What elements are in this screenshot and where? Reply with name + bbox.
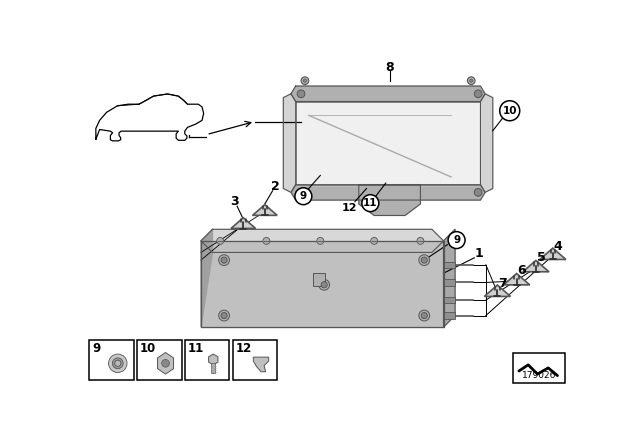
Circle shape (113, 358, 123, 369)
Polygon shape (201, 241, 444, 327)
Text: 1: 1 (474, 247, 483, 260)
Circle shape (467, 77, 475, 85)
Circle shape (317, 237, 324, 244)
Text: 2: 2 (271, 180, 280, 193)
Circle shape (162, 359, 170, 367)
Circle shape (221, 257, 227, 263)
Text: 10: 10 (140, 342, 156, 355)
Circle shape (421, 257, 428, 263)
Bar (185, 340, 230, 380)
Circle shape (219, 255, 230, 266)
Text: 5: 5 (537, 251, 546, 264)
Circle shape (421, 313, 428, 319)
Circle shape (474, 189, 482, 196)
Circle shape (295, 188, 312, 205)
Circle shape (109, 354, 127, 373)
Polygon shape (157, 353, 173, 374)
Circle shape (500, 101, 520, 121)
Circle shape (297, 189, 305, 196)
Text: 9: 9 (453, 235, 460, 245)
Circle shape (301, 77, 308, 85)
Circle shape (417, 237, 424, 244)
Bar (90, 340, 134, 380)
Circle shape (371, 237, 378, 244)
Text: 11: 11 (363, 198, 378, 208)
Circle shape (297, 90, 305, 98)
Polygon shape (231, 218, 255, 228)
Circle shape (115, 360, 121, 366)
Polygon shape (484, 285, 511, 297)
Bar (444, 280, 455, 285)
Polygon shape (504, 274, 530, 285)
Circle shape (219, 310, 230, 321)
Polygon shape (201, 229, 212, 327)
Circle shape (321, 282, 327, 288)
Circle shape (419, 310, 429, 321)
Bar (513, 353, 565, 383)
Text: 8: 8 (385, 61, 394, 74)
Circle shape (419, 255, 429, 266)
Circle shape (319, 280, 330, 290)
Polygon shape (359, 185, 420, 215)
Circle shape (448, 232, 465, 249)
Bar (211, 362, 215, 373)
Polygon shape (291, 185, 485, 200)
Text: 3: 3 (230, 195, 238, 208)
Polygon shape (540, 248, 566, 259)
Circle shape (470, 79, 473, 82)
Bar (444, 262, 455, 268)
Bar (444, 313, 455, 319)
Circle shape (221, 313, 227, 319)
Polygon shape (253, 205, 277, 215)
Text: 10: 10 (502, 106, 517, 116)
Circle shape (263, 237, 270, 244)
Polygon shape (296, 102, 481, 185)
Polygon shape (284, 94, 296, 192)
Text: 4: 4 (553, 240, 562, 253)
Polygon shape (201, 229, 444, 252)
Text: 12: 12 (236, 342, 252, 355)
Bar (232, 340, 277, 380)
Bar (312, 273, 325, 285)
Text: 11: 11 (188, 342, 204, 355)
Circle shape (474, 90, 482, 98)
Circle shape (362, 195, 379, 211)
Polygon shape (253, 357, 269, 372)
Polygon shape (291, 86, 485, 102)
Text: 6: 6 (518, 264, 526, 277)
Text: 9: 9 (300, 191, 307, 201)
Polygon shape (481, 94, 493, 192)
Polygon shape (444, 229, 455, 327)
Text: 7: 7 (499, 277, 507, 290)
Circle shape (217, 237, 223, 244)
Text: 12: 12 (342, 203, 357, 213)
Polygon shape (96, 94, 204, 141)
Bar (444, 297, 455, 303)
Text: 9: 9 (92, 342, 100, 355)
Text: 179026: 179026 (522, 371, 556, 380)
Circle shape (303, 79, 307, 82)
Polygon shape (523, 260, 549, 272)
Bar (137, 340, 182, 380)
Polygon shape (209, 354, 218, 365)
